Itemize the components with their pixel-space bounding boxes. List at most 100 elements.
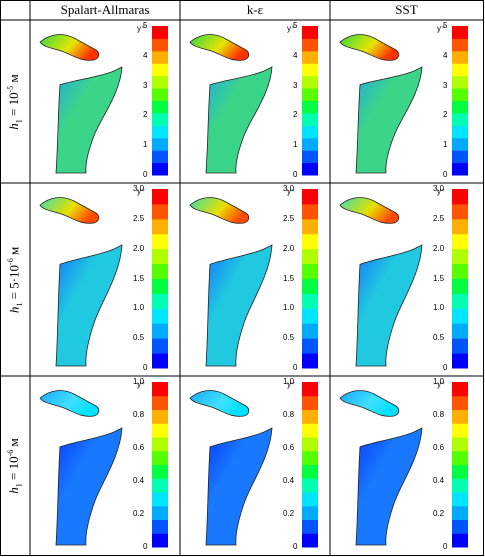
colorbar-segment (152, 88, 168, 101)
colorbar-segment (302, 278, 318, 294)
colorbar-tick-label: 2 (143, 110, 148, 120)
colorbar-tick-label: 2.0 (433, 243, 445, 253)
blade-surface-shape (55, 66, 123, 174)
colorbar-segment (302, 203, 318, 220)
colorbar-segment (452, 505, 468, 520)
colorbar-tick-label: 0.2 (433, 509, 445, 518)
colorbar-tick-label: 0 (443, 170, 448, 179)
colorbar-segment (152, 233, 168, 250)
colorbar-segment (152, 26, 168, 39)
colorbar-segment (302, 88, 318, 101)
colorbar-segment (152, 338, 168, 354)
colorbar-tick-label: 0.6 (283, 443, 295, 452)
colorbar-segment (152, 464, 168, 479)
colorbar-segment (452, 233, 468, 250)
colorbar-segment (302, 233, 318, 250)
colorbar-segment (452, 218, 468, 235)
blade-surface-shape (205, 244, 273, 367)
colorbar-tick-label: 0 (293, 542, 298, 551)
tip-section-shape (339, 197, 400, 224)
colorbar-segment (152, 492, 168, 507)
colorbar-segment (302, 395, 318, 410)
colorbar-segment (452, 478, 468, 493)
colorbar-tick-label: 0.4 (133, 476, 145, 485)
colorbar-segment (152, 353, 168, 369)
colorbar-segment (152, 478, 168, 493)
colorbar-segment (452, 308, 468, 324)
colorbar-segment (452, 492, 468, 507)
result-cell: y⁺ 3.0 2.5 2.0 1.5 1.0 0.5 0 (330, 183, 480, 376)
colorbar-tick-label: 0 (293, 363, 298, 372)
colorbar-segment (302, 293, 318, 309)
blade-surface-shape (355, 66, 423, 174)
colorbar-tick-label: 1.0 (283, 303, 295, 313)
colorbar-segment (302, 100, 318, 114)
colorbar-segment (452, 533, 468, 548)
colorbar-segment (302, 478, 318, 493)
colorbar-segment (152, 38, 168, 52)
colorbar-tick-label: 1 (143, 140, 148, 150)
colorbar-tick-label: 1.0 (433, 377, 445, 386)
colorbar-segment (452, 112, 468, 126)
colorbar-segment (452, 338, 468, 354)
blade-surface-shape (205, 427, 273, 546)
tip-section-shape (189, 34, 250, 61)
colorbar-tick-label: 4 (443, 50, 448, 60)
colorbar-tick-label: 0.6 (133, 443, 145, 452)
blade-rendering (39, 189, 168, 369)
colorbar-title: y⁺ (287, 24, 296, 33)
colorbar-tick-label: 0.8 (433, 410, 445, 419)
colorbar-segment (452, 248, 468, 265)
colorbar-segment (302, 112, 318, 126)
colorbar-segment (152, 293, 168, 309)
colorbar-tick-label: 1.5 (133, 273, 145, 283)
colorbar-segment (152, 505, 168, 520)
blade-rendering (339, 382, 468, 548)
colorbar-segment (452, 293, 468, 309)
colorbar-tick-label: 4 (293, 50, 298, 60)
colorbar-tick-label: 2.5 (283, 213, 295, 223)
colorbar-segment (152, 63, 168, 77)
colorbar-segment (152, 450, 168, 465)
colorbar-tick-label: 5 (443, 21, 448, 30)
colorbar-segment (302, 409, 318, 424)
colorbar-segment (452, 382, 468, 397)
blade-surface-shape (55, 427, 123, 546)
colorbar-tick-label: 0 (143, 363, 148, 372)
colorbar-segment (152, 248, 168, 265)
result-cell: y⁺ 5 4 3 2 1 0 (330, 20, 480, 183)
colorbar-segment (152, 395, 168, 410)
blade-surface-shape (355, 244, 423, 367)
colorbar-segment (452, 137, 468, 151)
colorbar-segment (452, 437, 468, 452)
colorbar-segment (302, 150, 318, 164)
colorbar-segment (302, 125, 318, 139)
tip-section-shape (39, 390, 100, 417)
colorbar-segment (452, 203, 468, 220)
blade-rendering (39, 382, 168, 548)
colorbar-segment (302, 533, 318, 548)
colorbar-tick-label: 0.5 (133, 333, 145, 343)
colorbar-segment (152, 263, 168, 279)
colorbar-segment (302, 308, 318, 324)
colorbar-segment (152, 137, 168, 151)
colorbar-segment (302, 450, 318, 465)
colorbar-tick-label: 0.5 (283, 333, 295, 343)
colorbar-tick-label: 3.0 (283, 184, 295, 193)
colorbar-segment (452, 162, 468, 176)
colorbar-tick-label: 5 (143, 21, 148, 30)
result-cell: y⁺ 5 4 3 2 1 0 (180, 20, 330, 183)
colorbar-segment (152, 50, 168, 64)
colorbar-segment (452, 519, 468, 534)
colorbar-segment (152, 189, 168, 205)
colorbar-tick-label: 0.2 (133, 509, 145, 518)
colorbar-tick-label: 2.0 (283, 243, 295, 253)
colorbar-segment (452, 75, 468, 89)
colorbar-title: y⁺ (137, 380, 146, 389)
colorbar-segment (452, 263, 468, 279)
colorbar-segment (302, 423, 318, 438)
colorbar-tick-label: 1.5 (433, 273, 445, 283)
colorbar-segment (452, 464, 468, 479)
colorbar-segment (452, 88, 468, 101)
